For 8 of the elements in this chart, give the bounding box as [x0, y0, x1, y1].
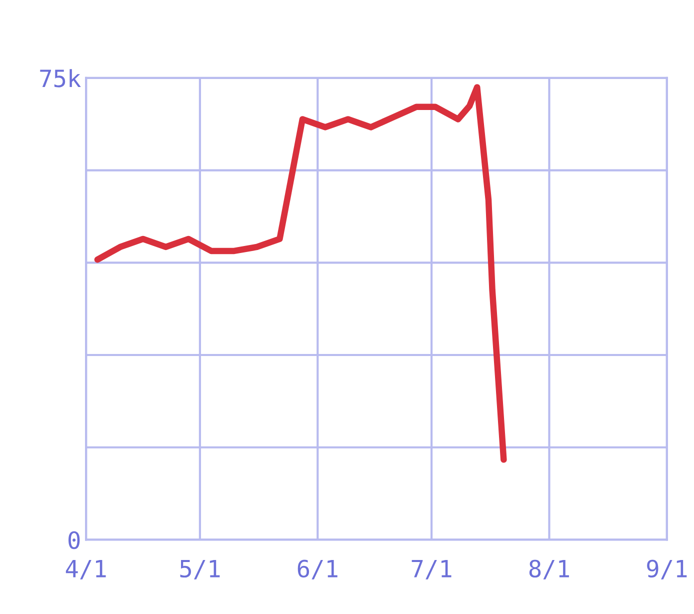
x-tick-label: 8/1 — [529, 560, 569, 580]
x-tick-label: 4/1 — [66, 560, 106, 580]
y-tick-label: 75k — [40, 69, 81, 88]
x-tick-label: 5/1 — [180, 560, 220, 580]
x-tick-label: 7/1 — [412, 560, 452, 580]
x-tick-label: 9/1 — [647, 560, 687, 580]
x-tick-label: 6/1 — [298, 560, 338, 580]
y-tick-label: 0 — [68, 531, 80, 550]
